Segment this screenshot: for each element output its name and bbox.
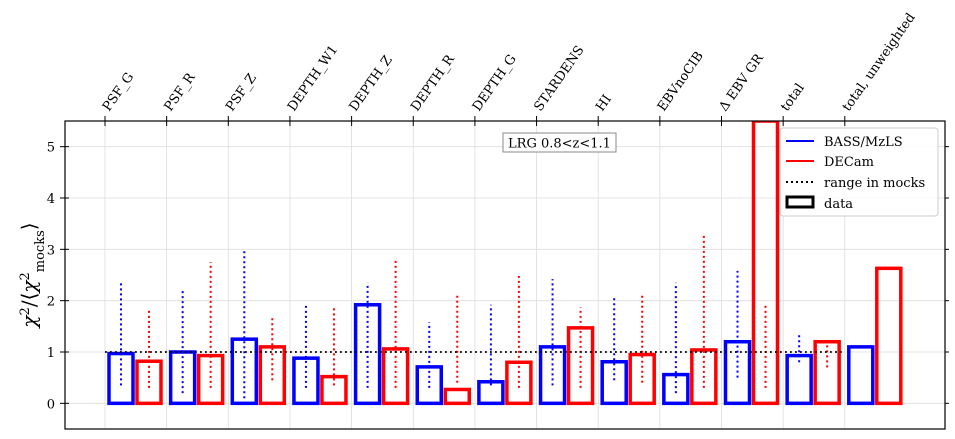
bars (107, 121, 903, 406)
x-tick-label-hi: HI (593, 92, 615, 114)
bar-bass-mzls-total (785, 353, 813, 406)
x-tick-label-depth-w1: DEPTH_W1 (285, 43, 341, 115)
bar-bass-mzls-ebvnocib (662, 372, 690, 406)
bar-decam-stardens (566, 326, 595, 406)
bar-decam-depth-g (505, 360, 533, 406)
annotation-text: LRG 0.8<z<1.1 (508, 137, 611, 152)
legend: BASS/MzLS DECam range in mocks data (779, 127, 939, 217)
bar-bass-mzls-depth-w1 (292, 356, 320, 406)
bar-bass-mzls-stardens (538, 345, 567, 406)
bar-bass-mzls-depth-g (477, 380, 505, 406)
bar-bass-mzls-psf-r (168, 350, 197, 406)
plot-frame (64, 120, 946, 430)
bar-decam-depth-r (443, 387, 471, 406)
bar-decam-ebvnocib (690, 348, 718, 406)
bar-bass-mzls-hi (600, 360, 628, 406)
bar-bass-mzls-ebv-gr (723, 339, 752, 406)
x-tick-label-ebv-gr: Δ EBV GR (716, 50, 767, 114)
bar-bass-mzls-psf-g (107, 351, 135, 406)
y-tick-label: 4 (47, 192, 55, 207)
bar-bass-mzls-total-unweighted (847, 345, 875, 406)
x-tick-label-psf-g: PSF_G (100, 70, 137, 114)
bar-bass-mzls-depth-z (353, 303, 382, 406)
x-tick-label-depth-g: DEPTH_G (470, 52, 520, 114)
legend-data-swatch (785, 195, 815, 209)
legend-bass-label: BASS/MzLS (824, 135, 903, 150)
bar-decam-depth-w1 (320, 374, 348, 406)
legend-data-label: data (824, 197, 853, 212)
bar-decam-total-unweighted (875, 266, 903, 406)
y-tick-label: 5 (47, 141, 55, 156)
x-tick-label-depth-r: DEPTH_R (408, 51, 458, 114)
x-tick-label-ebvnocib: EBVnoCIB (655, 49, 707, 114)
legend-decam-label: DECam (824, 155, 874, 170)
bar-decam-depth-z (381, 347, 410, 406)
x-tick-label-total-unweighted: total, unweighted (840, 11, 919, 115)
x-tick-label-stardens: STARDENS (532, 43, 588, 114)
mock-range-markers (120, 235, 829, 399)
bar-decam-ebv-gr (751, 121, 780, 406)
y-tick-label: 0 (47, 397, 55, 412)
bar-bass-mzls-depth-r (415, 365, 443, 406)
bar-decam-psf-g (135, 359, 163, 406)
legend-mocks-label: range in mocks (824, 176, 925, 191)
bar-decam-psf-r (196, 353, 225, 406)
annotation-box: LRG 0.8<z<1.1 (502, 132, 617, 153)
y-axis-label: χ2/⟨χ2mocks⟩ (17, 222, 48, 329)
bar-decam-hi (628, 352, 656, 406)
x-tick-label-depth-z: DEPTH_Z (347, 53, 396, 114)
bar-decam-psf-z (258, 345, 287, 406)
legend-frame (779, 127, 939, 217)
y-tick-label: 3 (47, 243, 55, 258)
y-tick-label: 2 (47, 295, 55, 310)
x-tick-label-psf-z: PSF_Z (223, 71, 260, 114)
bar-decam-total (813, 339, 841, 406)
x-tick-label-psf-r: PSF_R (162, 70, 200, 115)
x-tick-label-total: total (778, 81, 808, 114)
bar-bass-mzls-psf-z (230, 337, 259, 406)
y-tick-label: 1 (47, 346, 55, 361)
